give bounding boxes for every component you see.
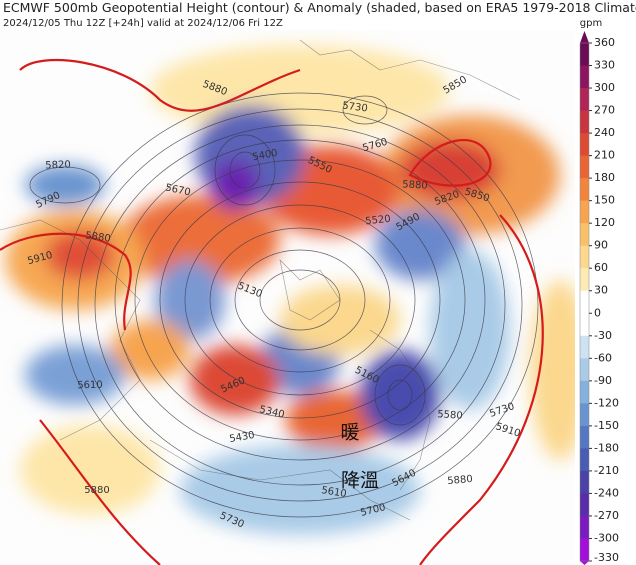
colorbar-segment — [580, 268, 589, 292]
colorbar-segment — [580, 448, 589, 472]
annotation-warm: 暖 — [340, 422, 359, 444]
colorbar-segment — [580, 133, 589, 157]
colorbar-tick-label: -120 — [594, 396, 619, 409]
colorbar-tick-label: 300 — [594, 81, 615, 94]
map-area — [0, 30, 575, 565]
colorbar-tick-label: 270 — [594, 104, 615, 117]
colorbar-tick-label: 30 — [594, 284, 608, 297]
colorbar-tick-label: 90 — [594, 239, 608, 252]
colorbar-tick-label: 150 — [594, 194, 615, 207]
colorbar-segment — [580, 358, 589, 382]
colorbar-tick-label: -60 — [594, 351, 612, 364]
colorbar-segment — [580, 178, 589, 202]
colorbar-segment — [580, 403, 589, 427]
colorbar-frame — [579, 42, 590, 562]
colorbar-tick-label: 330 — [594, 59, 615, 72]
colorbar-segment — [580, 380, 589, 404]
colorbar-segment — [580, 425, 589, 449]
colorbar-tick-label: 60 — [594, 261, 608, 274]
colorbar-arrow-top — [580, 31, 589, 43]
colorbar-arrow-bottom — [580, 561, 589, 565]
contour-label: 5880 — [402, 179, 428, 191]
contour-label: 5520 — [365, 214, 391, 228]
colorbar-tick-label: -150 — [594, 419, 619, 432]
colorbar-tick-label: 240 — [594, 126, 615, 139]
contour-label: 5880 — [85, 230, 112, 244]
colorbar-segment — [580, 538, 589, 562]
contour-label: 5610 — [320, 485, 347, 500]
colorbar-tick-label: -270 — [594, 509, 619, 522]
contours — [29, 92, 539, 518]
contour-label: 5400 — [252, 148, 279, 164]
colorbar-segment — [580, 313, 589, 337]
colorbar-tick-label: -330 — [594, 551, 619, 564]
colorbar-tick-label: 0 — [594, 306, 601, 319]
colorbar-unit: gpm — [580, 18, 602, 29]
colorbar-segment — [580, 245, 589, 269]
coastlines — [0, 39, 521, 521]
colorbar-segment — [580, 43, 589, 67]
contour-label: 5820 — [45, 160, 71, 172]
contour-label: 5430 — [229, 430, 256, 445]
colorbar-tick-label: -90 — [594, 374, 612, 387]
contour-label: 5580 — [437, 409, 463, 422]
subtitle: 2024/12/05 Thu 12Z [+24h] valid at 2024/… — [3, 18, 283, 29]
5880-contour — [0, 58, 544, 565]
colorbar-segment — [580, 65, 589, 89]
colorbar-tick-label: -240 — [594, 486, 619, 499]
colorbar-tick-label: -180 — [594, 441, 619, 454]
colorbar-tick-label: -30 — [594, 329, 612, 342]
colorbar-tick-label: -300 — [594, 531, 619, 544]
colorbar-tick-label: 180 — [594, 171, 615, 184]
colorbar-tick-label: -210 — [594, 464, 619, 477]
colorbar-tick-label: 120 — [594, 216, 615, 229]
annotation-cooling: 降溫 — [341, 470, 379, 492]
contour-label: 5880 — [84, 485, 109, 496]
colorbar-tick-label: 360 — [594, 36, 615, 49]
contour-label: 5670 — [164, 182, 191, 198]
colorbar-segment — [580, 515, 589, 539]
colorbar-segment — [580, 155, 589, 179]
title: ECMWF 500mb Geopotential Height (contour… — [3, 0, 636, 15]
colorbar-tick-label: 210 — [594, 149, 615, 162]
colorbar-segment — [580, 200, 589, 224]
contour-label: 5610 — [77, 380, 103, 391]
colorbar-segment — [580, 88, 589, 112]
contour-label: 5730 — [342, 100, 369, 114]
anomaly-shading — [5, 45, 575, 535]
colorbar-segment — [580, 493, 589, 517]
colorbar-segment — [580, 110, 589, 134]
contour-label: 5880 — [447, 474, 473, 487]
colorbar-segment — [580, 470, 589, 494]
colorbar-segment — [580, 290, 589, 314]
colorbar-segment — [580, 335, 589, 359]
colorbar-segment — [580, 223, 589, 247]
